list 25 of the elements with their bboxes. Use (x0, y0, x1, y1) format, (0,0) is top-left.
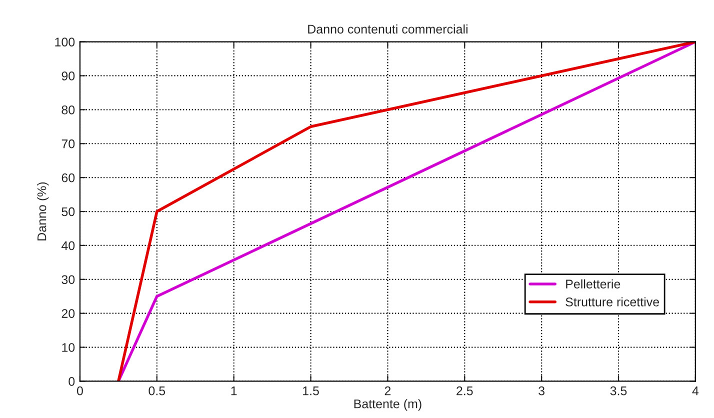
y-tick-label: 0 (68, 377, 75, 386)
y-tick-label: 30 (62, 275, 75, 284)
y-tick-label: 100 (55, 38, 75, 46)
y-tick-label: 50 (62, 207, 75, 216)
y-tick-label: 10 (62, 343, 75, 352)
y-tick-label: 20 (62, 309, 75, 318)
legend-label: Pelletterie (566, 279, 620, 288)
y-tick-label: 40 (61, 241, 75, 250)
x-tick-label: 4 (692, 386, 699, 396)
x-tick-label: 0.5 (148, 386, 166, 396)
legend-label: Strutture ricettive (566, 297, 660, 306)
x-tick-label: 2.5 (456, 386, 473, 396)
x-tick-label: 3 (538, 386, 544, 396)
x-axis-title: Battente (m) (354, 399, 422, 411)
y-tick-label: 80 (62, 105, 75, 114)
y-tick-label: 60 (62, 173, 75, 182)
x-tick-label: 1 (231, 386, 237, 396)
y-axis-title: Danno (%) (37, 182, 49, 240)
x-tick-label: 0 (76, 386, 83, 396)
x-tick-label: 2 (384, 386, 391, 396)
y-tick-label: 70 (62, 139, 75, 148)
x-tick-label: 1.5 (303, 386, 319, 396)
y-tick-label: 90 (62, 72, 75, 80)
chart-title: Danno contenuti commerciali (308, 24, 468, 34)
x-tick-label: 3.5 (610, 386, 627, 396)
